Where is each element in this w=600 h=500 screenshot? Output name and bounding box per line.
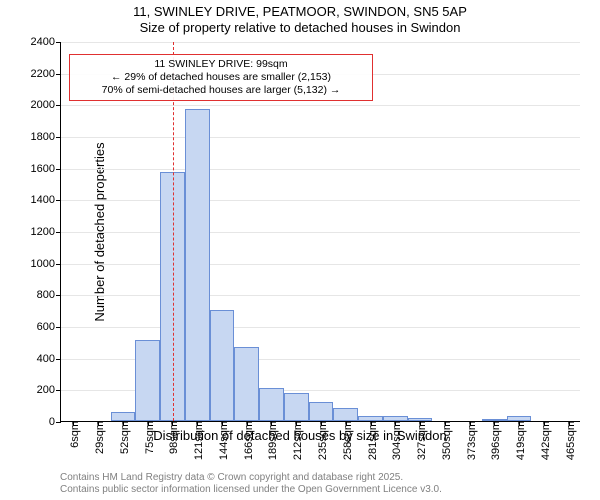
ytick-label: 0 (49, 416, 61, 428)
bar (234, 347, 259, 421)
x-axis-label: Distribution of detached houses by size … (0, 428, 600, 443)
gridline (61, 232, 580, 233)
gridline (61, 42, 580, 43)
gridline (61, 169, 580, 170)
ytick-label: 800 (37, 289, 61, 301)
annotation-line: 70% of semi-detached houses are larger (… (76, 84, 366, 97)
ytick-label: 200 (37, 384, 61, 396)
ytick-label: 400 (37, 353, 61, 365)
page-subtitle: Size of property relative to detached ho… (0, 20, 600, 35)
footer-line-2: Contains public sector information licen… (60, 484, 442, 495)
gridline (61, 327, 580, 328)
page-title: 11, SWINLEY DRIVE, PEATMOOR, SWINDON, SN… (0, 4, 600, 19)
bar (210, 310, 235, 421)
annotation-line: ← 29% of detached houses are smaller (2,… (76, 71, 366, 84)
annotation-box: 11 SWINLEY DRIVE: 99sqm← 29% of detached… (69, 54, 373, 101)
bar (135, 340, 160, 421)
ytick-label: 600 (37, 321, 61, 333)
bar (185, 109, 210, 421)
gridline (61, 200, 580, 201)
footer-line-1: Contains HM Land Registry data © Crown c… (60, 472, 403, 483)
ytick-label: 2000 (31, 99, 61, 111)
bar (284, 393, 309, 422)
ytick-label: 1000 (31, 258, 61, 270)
gridline (61, 105, 580, 106)
ytick-label: 1400 (31, 194, 61, 206)
chart-root: 11, SWINLEY DRIVE, PEATMOOR, SWINDON, SN… (0, 0, 600, 500)
bar (111, 412, 136, 422)
plot-inner: 0200400600800100012001400160018002000220… (60, 42, 580, 422)
bar (309, 402, 334, 421)
gridline (61, 137, 580, 138)
ytick-label: 1200 (31, 226, 61, 238)
ytick-label: 2200 (31, 68, 61, 80)
gridline (61, 295, 580, 296)
ytick-label: 1800 (31, 131, 61, 143)
bar (259, 388, 284, 421)
bar (333, 408, 358, 421)
gridline (61, 264, 580, 265)
annotation-line: 11 SWINLEY DRIVE: 99sqm (76, 58, 366, 71)
plot-area: Number of detached properties 0200400600… (60, 42, 580, 422)
ytick-label: 2400 (31, 36, 61, 48)
ytick-label: 1600 (31, 163, 61, 175)
